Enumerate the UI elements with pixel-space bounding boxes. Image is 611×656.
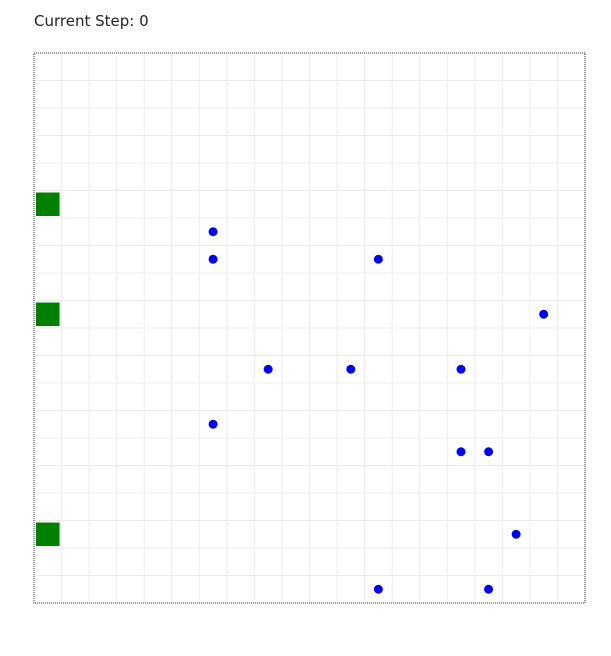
agent-dot [373,584,383,594]
agent-dot [208,227,218,237]
agent-dot [539,309,549,319]
agent-dot [511,529,521,539]
agent-dot [263,364,273,374]
agent-dot [208,419,218,429]
target-square [36,302,60,326]
agent-dot [484,447,494,457]
agent-dot [456,364,466,374]
agent-dot [208,254,218,264]
target-square [36,192,60,216]
agent-dot [484,584,494,594]
grid-board [33,52,586,604]
agent-dot [373,254,383,264]
agent-dot [346,364,356,374]
target-square [36,522,60,546]
step-counter: Current Step: 0 [34,12,149,30]
board-border [33,52,586,604]
agent-dot [456,447,466,457]
